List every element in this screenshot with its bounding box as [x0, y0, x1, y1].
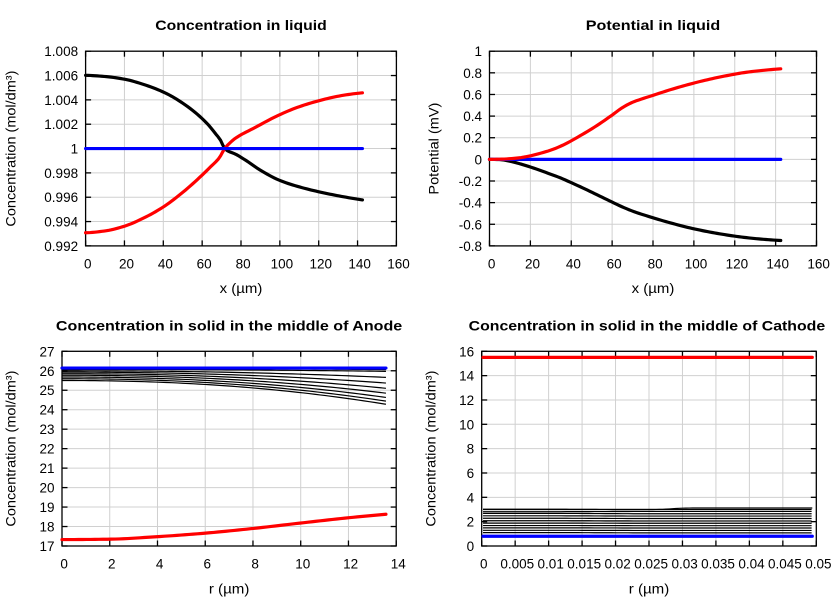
svg-text:0.04: 0.04: [738, 556, 765, 571]
svg-text:1.002: 1.002: [44, 117, 78, 132]
svg-text:r (µm): r (µm): [629, 581, 670, 596]
svg-text:25: 25: [39, 383, 54, 398]
svg-text:24: 24: [39, 403, 55, 418]
svg-text:0.996: 0.996: [44, 190, 78, 205]
svg-text:0: 0: [474, 152, 482, 167]
svg-text:0: 0: [480, 556, 488, 571]
svg-text:23: 23: [39, 422, 54, 437]
svg-text:x (µm): x (µm): [632, 281, 675, 296]
svg-text:21: 21: [39, 461, 54, 476]
svg-text:14: 14: [459, 369, 475, 384]
svg-text:2: 2: [467, 515, 475, 530]
svg-text:0.045: 0.045: [768, 556, 802, 571]
svg-text:14: 14: [391, 556, 407, 571]
svg-text:Concentration in solid in the: Concentration in solid in the middle of …: [469, 317, 826, 333]
svg-text:0.992: 0.992: [44, 239, 78, 254]
svg-text:0.03: 0.03: [671, 556, 697, 571]
svg-text:0.998: 0.998: [44, 166, 78, 181]
svg-text:0: 0: [467, 539, 475, 554]
svg-text:x (µm): x (µm): [220, 281, 263, 296]
svg-text:0.4: 0.4: [463, 109, 482, 124]
svg-text:60: 60: [197, 256, 212, 271]
svg-text:160: 160: [387, 256, 410, 271]
svg-text:0.035: 0.035: [701, 556, 735, 571]
svg-text:10: 10: [459, 417, 474, 432]
svg-text:4: 4: [467, 490, 475, 505]
svg-text:160: 160: [807, 256, 830, 271]
svg-text:6: 6: [467, 466, 475, 481]
svg-text:1.004: 1.004: [44, 93, 78, 108]
svg-text:4: 4: [156, 556, 164, 571]
svg-text:Concentration (mol/dm³): Concentration (mol/dm³): [4, 371, 19, 527]
svg-text:1: 1: [71, 142, 79, 157]
svg-text:0: 0: [60, 556, 68, 571]
svg-text:27: 27: [39, 344, 54, 359]
svg-text:Concentration in liquid: Concentration in liquid: [155, 17, 326, 33]
svg-text:-0.6: -0.6: [459, 217, 482, 232]
svg-text:Concentration in solid in the: Concentration in solid in the middle of …: [56, 317, 403, 333]
svg-text:26: 26: [39, 364, 54, 379]
svg-text:140: 140: [348, 256, 371, 271]
svg-text:100: 100: [271, 256, 294, 271]
svg-text:140: 140: [766, 256, 789, 271]
svg-text:Potential in liquid: Potential in liquid: [586, 17, 720, 33]
svg-text:1.006: 1.006: [44, 69, 78, 84]
svg-text:-0.4: -0.4: [459, 196, 483, 211]
svg-text:0.025: 0.025: [634, 556, 668, 571]
svg-text:20: 20: [525, 256, 540, 271]
svg-text:0.01: 0.01: [538, 556, 564, 571]
svg-text:0.015: 0.015: [567, 556, 601, 571]
svg-text:0.994: 0.994: [44, 215, 78, 230]
svg-text:80: 80: [648, 256, 663, 271]
svg-text:-0.8: -0.8: [459, 239, 482, 254]
svg-text:8: 8: [467, 442, 475, 457]
svg-text:18: 18: [39, 520, 54, 535]
svg-text:0.02: 0.02: [604, 556, 630, 571]
svg-text:16: 16: [459, 344, 474, 359]
svg-text:8: 8: [251, 556, 259, 571]
svg-text:40: 40: [158, 256, 173, 271]
svg-text:Concentration (mol/dm³): Concentration (mol/dm³): [4, 71, 19, 227]
svg-text:100: 100: [685, 256, 708, 271]
svg-text:-0.2: -0.2: [459, 174, 482, 189]
svg-text:19: 19: [39, 500, 54, 515]
svg-text:0: 0: [84, 256, 92, 271]
svg-text:120: 120: [726, 256, 749, 271]
svg-text:12: 12: [459, 393, 474, 408]
svg-text:0.2: 0.2: [463, 131, 482, 146]
svg-text:120: 120: [310, 256, 333, 271]
svg-text:2: 2: [108, 556, 116, 571]
svg-text:22: 22: [39, 442, 54, 457]
svg-text:12: 12: [343, 556, 358, 571]
svg-text:0.6: 0.6: [463, 88, 482, 103]
svg-text:Concentration (mol/dm³): Concentration (mol/dm³): [424, 371, 439, 527]
svg-text:60: 60: [607, 256, 622, 271]
svg-text:r (µm): r (µm): [209, 581, 250, 596]
svg-text:0.005: 0.005: [500, 556, 534, 571]
svg-text:0.05: 0.05: [805, 556, 831, 571]
svg-text:0: 0: [488, 256, 496, 271]
svg-text:1: 1: [474, 44, 482, 59]
svg-text:1.008: 1.008: [44, 44, 78, 59]
svg-text:Potential (mV): Potential (mV): [427, 103, 442, 195]
svg-text:20: 20: [119, 256, 134, 271]
svg-text:80: 80: [236, 256, 251, 271]
svg-text:10: 10: [295, 556, 310, 571]
svg-text:40: 40: [566, 256, 581, 271]
svg-text:0.8: 0.8: [463, 66, 482, 81]
svg-text:20: 20: [39, 481, 54, 496]
svg-text:17: 17: [39, 539, 54, 554]
svg-text:6: 6: [204, 556, 212, 571]
